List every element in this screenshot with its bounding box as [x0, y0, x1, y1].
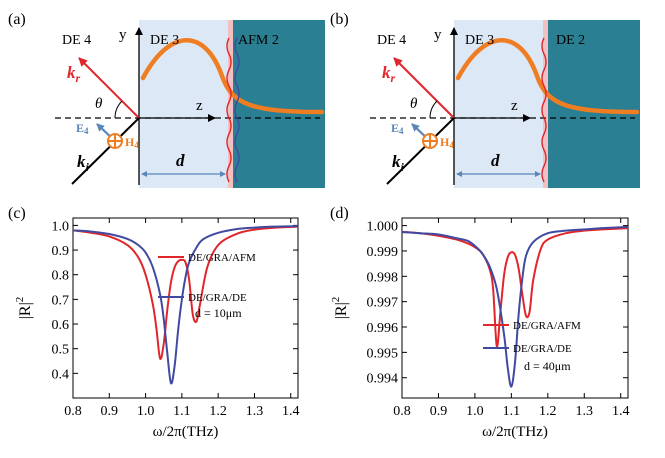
- schematic-panel-a: (a) DE 4 DE 3 AFM 2 y z θ kr ki E4 H4 d: [8, 11, 325, 188]
- axis-label-y: y: [434, 27, 442, 43]
- e-field-label: E4: [391, 121, 404, 136]
- h-field-label: H4: [125, 135, 139, 150]
- plot-frame: [401, 217, 629, 399]
- incident-wave-line: [386, 117, 455, 185]
- y-tick-label: 0.995: [367, 346, 399, 361]
- region-label-de4: DE 4: [62, 33, 91, 48]
- reflected-wave-arrow: [78, 57, 140, 119]
- x-tick-label: 1.0: [466, 404, 484, 419]
- panel-label-b: (b): [330, 11, 349, 28]
- region-label-afm2: AFM 2: [238, 33, 279, 48]
- field-profile-curve: [455, 38, 640, 115]
- plot-frame: [72, 217, 299, 399]
- region-label-de4: DE 4: [377, 33, 406, 48]
- graphene-layer: [543, 20, 548, 188]
- kr-label: kr: [67, 63, 81, 85]
- x-tick-label: 1.4: [282, 404, 300, 419]
- y-axis-label: |R|2: [14, 297, 34, 320]
- x-tick-label: 1.1: [503, 404, 521, 419]
- chart-panel-d: (d) 0.8 0.9 1.0 1.1 1.2 1.3 1.4 0.994 0.995 0.996 0…: [330, 205, 629, 440]
- x-tick-label: 0.9: [101, 404, 119, 419]
- y-tick-label: 0.6: [52, 318, 70, 333]
- region-de3: [454, 20, 543, 188]
- thickness-label: d: [491, 151, 500, 170]
- series-line-de: [402, 225, 628, 388]
- legend-label: DE/GRA/AFM: [513, 320, 581, 332]
- region-label-de2: DE 2: [556, 33, 585, 48]
- x-tick-label: 1.1: [173, 404, 191, 419]
- red-wavy-line: [541, 37, 547, 183]
- thickness-annotation: d = 40μm: [524, 359, 571, 373]
- thickness-label: d: [176, 151, 185, 170]
- y-tick-label: 0.997: [367, 296, 399, 311]
- e-field-label: E4: [76, 121, 89, 136]
- x-tick-label: 0.9: [430, 404, 448, 419]
- ki-label: ki: [77, 152, 90, 174]
- series-line-de: [73, 225, 298, 385]
- y-tick-label: 0.5: [52, 343, 70, 358]
- ki-label: ki: [392, 152, 405, 174]
- series-line-afm: [73, 225, 298, 360]
- red-wavy-line: [226, 37, 232, 183]
- region-label-de3: DE 3: [465, 33, 494, 48]
- y-tick-label: 0.9: [52, 244, 70, 259]
- region-label-de3: DE 3: [150, 33, 179, 48]
- panel-label-a: (a): [8, 11, 26, 28]
- y-tick-label: 0.999: [367, 245, 399, 260]
- graphene-layer: [228, 20, 233, 188]
- blue-wavy-line: [234, 37, 240, 183]
- kr-label: kr: [382, 63, 396, 85]
- y-tick-label: 0.996: [367, 321, 399, 336]
- y-tick-label: 1.000: [367, 220, 399, 235]
- x-tick-label: 1.3: [246, 404, 264, 419]
- panel-label: (d): [330, 205, 349, 222]
- h-field-symbol: [107, 133, 123, 149]
- thickness-annotation: d = 10μm: [195, 306, 242, 320]
- y-tick-label: 0.4: [52, 367, 70, 382]
- x-axis-label: ω/2π(THz): [153, 424, 219, 440]
- legend-label: DE/GRA/DE: [513, 343, 572, 355]
- region-de3: [139, 20, 228, 188]
- x-tick-label: 0.8: [393, 404, 411, 419]
- y-tick-label: 0.7: [52, 293, 70, 308]
- axis-label-z: z: [511, 98, 518, 114]
- x-tick-label: 1.2: [539, 404, 557, 419]
- legend-label: DE/GRA/AFM: [188, 252, 256, 264]
- h-field-symbol: [422, 133, 438, 149]
- x-tick-label: 1.3: [576, 404, 594, 419]
- theta-arc: [114, 100, 123, 119]
- theta-label: θ: [410, 96, 418, 112]
- y-axis-label: |R|2: [330, 297, 350, 320]
- series-line-afm: [402, 227, 628, 348]
- field-profile-curve: [140, 38, 325, 115]
- schematic-panel-b: (b) DE 4 DE 3 DE 2 y z θ kr ki E4 H4 d: [330, 11, 640, 188]
- panel-label: (c): [8, 205, 26, 222]
- axis-label-z: z: [196, 98, 203, 114]
- x-tick-label: 1.2: [209, 404, 227, 419]
- h-field-label: H4: [440, 135, 454, 150]
- y-tick-label: 0.994: [367, 372, 399, 387]
- chart-panel-c: (c) 0.8 0.9 1.0 1.1 1.2 1.3 1.4 0.4 0.5 0.6 0.7 0.8 0…: [8, 205, 299, 440]
- y-tick-label: 1.0: [52, 219, 70, 234]
- y-tick-label: 0.998: [367, 270, 399, 285]
- x-tick-label: 1.0: [137, 404, 155, 419]
- theta-label: θ: [95, 96, 103, 112]
- x-tick-label: 1.4: [612, 404, 630, 419]
- axis-label-y: y: [119, 27, 127, 43]
- x-axis-label: ω/2π(THz): [482, 424, 548, 440]
- theta-arc: [429, 100, 438, 119]
- incident-wave-line: [71, 117, 140, 185]
- legend-label: DE/GRA/DE: [188, 292, 247, 304]
- x-tick-label: 0.8: [64, 404, 82, 419]
- reflected-wave-arrow: [393, 57, 455, 119]
- y-tick-label: 0.8: [52, 269, 70, 284]
